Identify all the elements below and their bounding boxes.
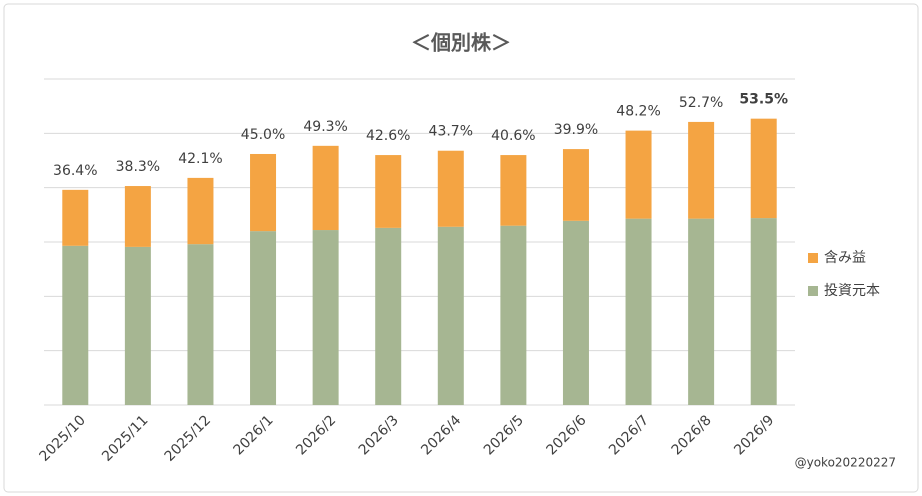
bar-segment bbox=[250, 231, 277, 405]
bar-segment bbox=[375, 227, 402, 405]
rate-label: 43.7% bbox=[429, 124, 473, 140]
bar-segment bbox=[187, 177, 214, 245]
bar-segment bbox=[437, 226, 464, 405]
credit: @yoko20220227 bbox=[795, 456, 896, 470]
rate-label: 53.5% bbox=[739, 92, 788, 108]
bar-segment bbox=[62, 245, 89, 405]
bar-segment bbox=[250, 153, 277, 232]
bar-segment bbox=[625, 130, 652, 219]
bar-segment bbox=[688, 121, 715, 219]
bar-segment bbox=[625, 218, 652, 405]
bar-segment bbox=[124, 186, 151, 247]
legend-label: 投資元本 bbox=[824, 283, 880, 299]
rate-label: 48.2% bbox=[616, 104, 660, 120]
bar-segment bbox=[437, 150, 464, 227]
rate-label: 38.3% bbox=[116, 159, 160, 175]
bar-segment bbox=[375, 155, 402, 228]
rate-label: 36.4% bbox=[53, 163, 97, 179]
chart-title: ＜個別株＞ bbox=[411, 31, 511, 55]
rate-label: 49.3% bbox=[303, 119, 347, 135]
rate-label: 40.6% bbox=[491, 128, 535, 144]
bar-segment bbox=[312, 145, 339, 231]
legend-swatch bbox=[808, 286, 818, 296]
rate-label: 42.6% bbox=[366, 128, 410, 144]
rate-label: 39.9% bbox=[554, 122, 598, 138]
rate-label: 52.7% bbox=[679, 95, 723, 111]
bar-segment bbox=[750, 218, 777, 405]
bar-segment bbox=[500, 155, 527, 226]
legend-label: 含み益 bbox=[824, 250, 866, 266]
bar-segment bbox=[562, 149, 589, 221]
legend-swatch bbox=[808, 253, 818, 263]
rate-label: 42.1% bbox=[178, 151, 222, 167]
bar-segment bbox=[312, 230, 339, 405]
bar-segment bbox=[688, 218, 715, 405]
rate-label: 45.0% bbox=[241, 127, 285, 143]
bar-segment bbox=[187, 244, 214, 405]
bar-segment bbox=[562, 220, 589, 405]
bar-segment bbox=[500, 225, 527, 405]
bar-segment bbox=[750, 118, 777, 219]
bar-segment bbox=[124, 246, 151, 405]
bar-segment bbox=[62, 189, 89, 246]
